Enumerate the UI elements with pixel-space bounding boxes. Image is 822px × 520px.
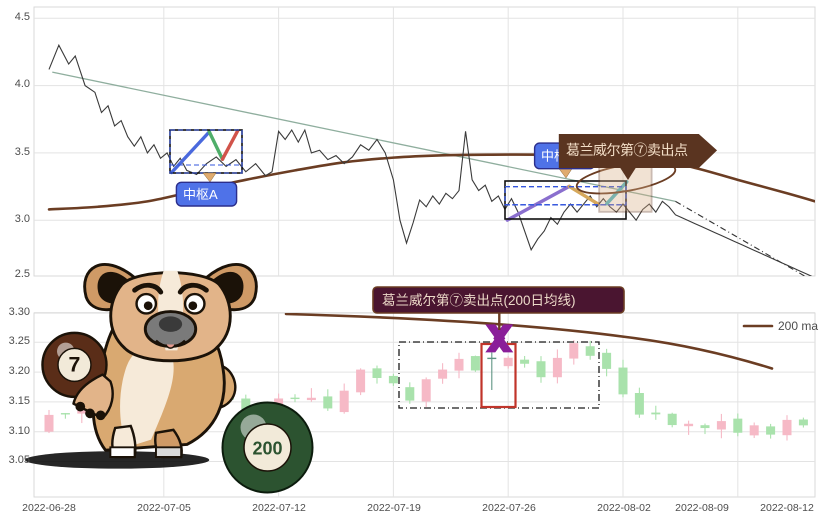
svg-text:中枢A: 中枢A: [183, 187, 218, 202]
svg-text:200: 200: [252, 439, 282, 459]
svg-text:200 ma: 200 ma: [778, 319, 818, 333]
svg-text:7: 7: [69, 353, 81, 377]
svg-text:葛兰威尔第⑦卖出点(200日均线): 葛兰威尔第⑦卖出点(200日均线): [382, 292, 576, 308]
svg-text:葛兰威尔第⑦卖出点: 葛兰威尔第⑦卖出点: [566, 142, 688, 158]
